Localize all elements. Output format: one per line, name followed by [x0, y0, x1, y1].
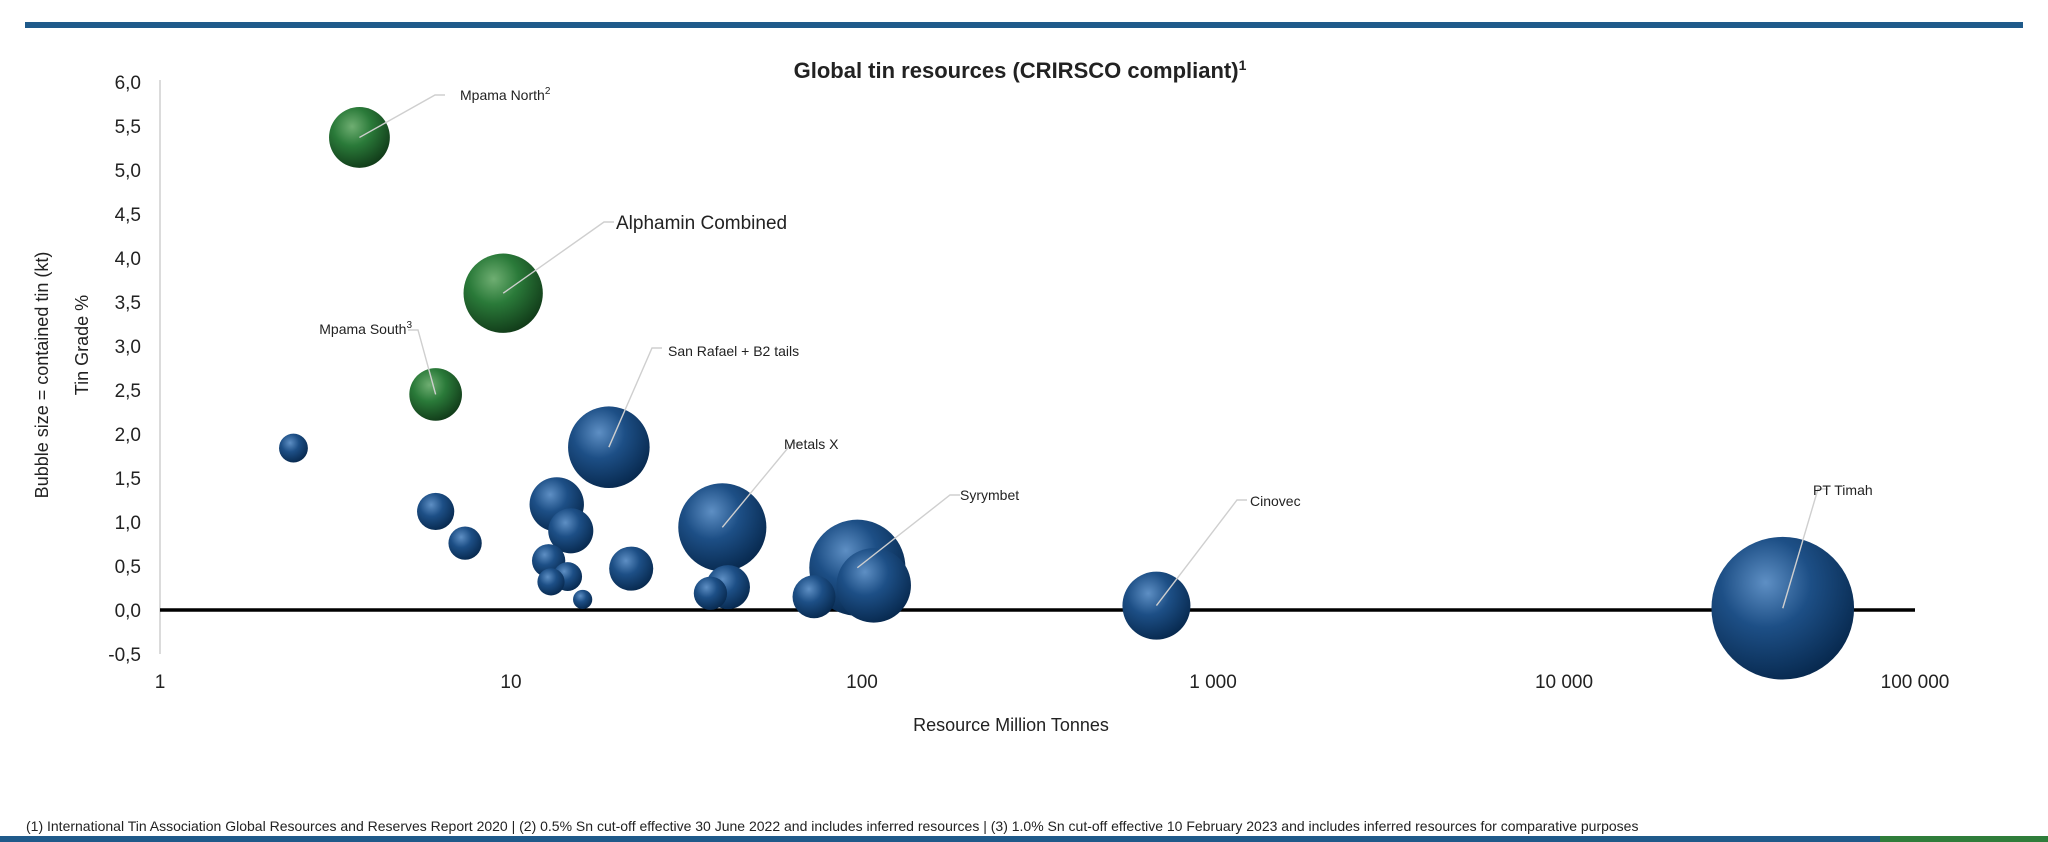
bubble: [792, 575, 836, 619]
x-tick-label: 10: [500, 672, 521, 693]
bubble-label: Mpama North2: [460, 86, 551, 103]
footnote: (1) International Tin Association Global…: [26, 818, 1639, 834]
x-tick-labels: 1 10 100 1 000 10 000 100 000: [155, 672, 1950, 693]
leader-line: [408, 329, 437, 395]
bubble-label-text: Mpama South: [319, 321, 406, 337]
y-axis-title-line1: Bubble size = contained tin (kt): [32, 252, 52, 499]
bubble-label: PT Timah: [1813, 482, 1873, 498]
leader-line: [359, 94, 445, 139]
bubble: [836, 548, 911, 623]
bottom-rule: [0, 836, 2048, 842]
top-rule: [25, 22, 2023, 28]
leader-line: [1155, 499, 1247, 607]
bubble: [693, 576, 728, 610]
y-tick-label: 2,0: [115, 425, 141, 446]
x-tick-label: 10 000: [1535, 672, 1593, 693]
bubble-label: Alphamin Combined: [616, 213, 787, 234]
bubble-label-sup: 2: [545, 86, 551, 97]
bubble: [417, 492, 455, 531]
leader-line: [502, 221, 614, 294]
y-tick-label: 0,0: [115, 601, 141, 622]
chart-title-sup: 1: [1239, 57, 1247, 73]
bubble: [448, 526, 482, 560]
leader-lines: [359, 94, 1828, 609]
bottom-accent: [1880, 836, 2048, 842]
bubble: [279, 433, 308, 463]
x-tick-label: 1 000: [1189, 672, 1237, 693]
bubble-label-sup: 3: [406, 320, 412, 331]
bubble: [573, 589, 593, 610]
bubble-label: Syrymbet: [960, 487, 1019, 503]
y-tick-label: 4,0: [115, 249, 141, 270]
x-tick-label: 100: [846, 672, 878, 693]
bubble-label: Cinovec: [1250, 493, 1301, 509]
y-axis-title-line2: Tin Grade %: [72, 295, 92, 395]
bubble-label: Metals X: [784, 436, 839, 452]
x-axis-title: Resource Million Tonnes: [913, 715, 1109, 735]
bubble: [609, 546, 654, 591]
y-tick-label: 5,0: [115, 161, 141, 182]
y-tick-label: -0,5: [108, 645, 141, 666]
bubble-label-text: Metals X: [784, 436, 839, 452]
bubble: [537, 568, 565, 596]
x-tick-label: 100 000: [1881, 672, 1950, 693]
y-axis-title-2: Tin Grade %: [72, 295, 92, 395]
y-tick-labels: 6,0 5,5 5,0 4,5 4,0 3,5 3,0 2,5 2,0 1,5 1,0 0,5 0,0 -…: [108, 73, 141, 666]
leader-line: [608, 347, 662, 448]
bubble-label: San Rafael + B2 tails: [668, 343, 799, 359]
y-tick-label: 3,5: [115, 293, 141, 314]
y-axis-title: Bubble size = contained tin (kt): [32, 252, 52, 499]
bubble-label-text: PT Timah: [1813, 482, 1873, 498]
y-tick-label: 5,5: [115, 117, 141, 138]
y-tick-label: 3,0: [115, 337, 141, 358]
leader-line: [721, 442, 802, 528]
leader-line: [856, 494, 960, 569]
y-tick-label: 1,0: [115, 513, 141, 534]
y-tick-label: 4,5: [115, 205, 141, 226]
bubble-label: Mpama South3: [319, 320, 412, 337]
y-tick-label: 1,5: [115, 469, 141, 490]
bubble-label-text: San Rafael + B2 tails: [668, 343, 799, 359]
y-tick-label: 6,0: [115, 73, 141, 94]
bubbles: [279, 107, 1855, 680]
bubble-mpama-south: [409, 368, 462, 421]
leader-line: [1782, 488, 1828, 609]
bubble-chart: Global tin resources (CRIRSCO compliant)…: [32, 57, 1950, 735]
bubble-label-text: Mpama North: [460, 87, 545, 103]
chart-title: Global tin resources (CRIRSCO compliant)…: [794, 57, 1247, 83]
bubble-label-text: Syrymbet: [960, 487, 1019, 503]
y-tick-label: 0,5: [115, 557, 141, 578]
bubble: [548, 508, 594, 554]
x-tick-label: 1: [155, 672, 166, 693]
bubble-label-text: Alphamin Combined: [616, 213, 787, 234]
bubble-labels: Mpama North2 Alphamin Combined Mpama South…: [319, 86, 1872, 509]
bubble-label-text: Cinovec: [1250, 493, 1301, 509]
y-tick-label: 2,5: [115, 381, 141, 402]
